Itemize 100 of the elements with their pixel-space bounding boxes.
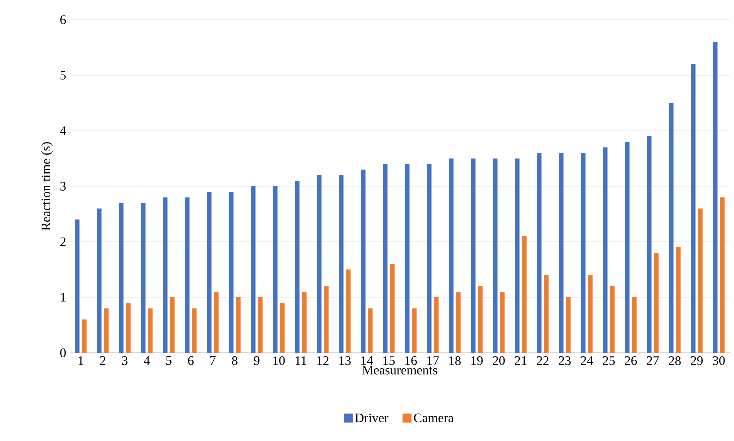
bar (170, 298, 175, 353)
bar (346, 270, 351, 353)
bar (119, 203, 124, 353)
y-tick-label: 2 (60, 238, 66, 246)
bar (273, 186, 278, 353)
x-tick-label: 16 (406, 356, 418, 366)
x-tick-label: 21 (515, 356, 527, 366)
x-tick-label: 14 (362, 356, 374, 366)
x-tick-label: 25 (603, 356, 615, 366)
bar (603, 148, 608, 353)
x-tick-label: 29 (691, 356, 703, 366)
x-tick-label: 12 (318, 356, 329, 366)
x-tick-label: 5 (166, 356, 172, 366)
bar (229, 192, 234, 353)
bar (515, 158, 520, 353)
bar (647, 136, 652, 353)
bar (478, 286, 483, 353)
y-axis-title: Reaction time (s) (41, 142, 54, 231)
x-tick-label: 13 (340, 356, 351, 366)
bar (632, 298, 637, 353)
x-tick-label: 2 (100, 356, 106, 366)
y-tick-label: 3 (60, 182, 66, 191)
bar (185, 198, 190, 353)
bar (493, 158, 498, 353)
x-tick-label: 18 (450, 356, 461, 366)
x-tick-label: 22 (537, 356, 549, 366)
bar (676, 248, 681, 353)
bar (148, 308, 153, 353)
y-tick-label: 6 (60, 16, 66, 24)
y-tick-label: 4 (60, 126, 66, 136)
x-tick-label: 20 (493, 356, 505, 366)
bar (207, 192, 212, 353)
y-tick-label: 1 (61, 293, 66, 302)
bar (522, 236, 527, 353)
bar (280, 303, 285, 353)
bar (295, 180, 300, 353)
x-tick-label: 24 (581, 356, 594, 366)
bar (427, 164, 432, 353)
x-tick-label: 27 (647, 356, 660, 366)
bar (251, 186, 256, 353)
bar (610, 286, 615, 353)
bar (368, 308, 373, 353)
bar (720, 198, 725, 353)
bar (588, 275, 593, 353)
bar (566, 298, 571, 353)
x-tick-label: 26 (625, 356, 638, 366)
bar (471, 158, 476, 353)
bar (75, 220, 80, 353)
bar (434, 298, 439, 353)
bar (141, 203, 146, 353)
x-tick-label: 3 (122, 356, 128, 366)
legend-label: Driver (355, 414, 389, 422)
x-tick-label: 30 (713, 356, 725, 366)
x-tick-label: 11 (296, 356, 306, 366)
bar (581, 153, 586, 353)
bar (236, 298, 241, 353)
bar (324, 286, 329, 353)
x-tick-label: 23 (559, 356, 571, 366)
bar (361, 170, 366, 353)
x-axis-title: Measurements (362, 366, 438, 375)
x-tick-label: 10 (274, 356, 285, 366)
legend-label: Camera (414, 414, 454, 422)
bar (104, 308, 109, 353)
x-tick-label: 1 (78, 356, 84, 366)
bar (449, 158, 454, 353)
bar (713, 42, 718, 353)
bar (383, 164, 388, 353)
bar (302, 292, 307, 353)
bar (456, 292, 461, 353)
bar (390, 264, 395, 353)
bar (214, 292, 219, 353)
x-tick-label: 7 (210, 356, 216, 365)
bar (405, 164, 410, 353)
x-tick-label: 17 (428, 356, 440, 366)
bar (544, 275, 549, 353)
bar (698, 208, 703, 353)
bar (412, 308, 417, 353)
bar (669, 103, 674, 353)
bar (258, 298, 263, 353)
bar (339, 175, 344, 353)
x-tick-label: 15 (384, 356, 395, 366)
y-tick-label: 5 (60, 71, 66, 80)
bar (126, 303, 131, 353)
bar (654, 253, 659, 353)
y-tick-label: 0 (60, 348, 66, 358)
x-tick-label: 4 (144, 356, 150, 366)
bar (317, 175, 322, 353)
bar (625, 142, 630, 353)
x-tick-label: 28 (669, 356, 681, 366)
x-tick-label: 9 (254, 356, 260, 366)
x-tick-label: 19 (472, 356, 483, 366)
bar (537, 153, 542, 353)
bar (559, 153, 564, 353)
bar (82, 320, 87, 353)
bar (97, 208, 102, 353)
bar (163, 198, 168, 353)
bar (500, 292, 505, 353)
bar (691, 64, 696, 353)
bar (192, 308, 197, 353)
x-tick-label: 8 (232, 356, 238, 366)
